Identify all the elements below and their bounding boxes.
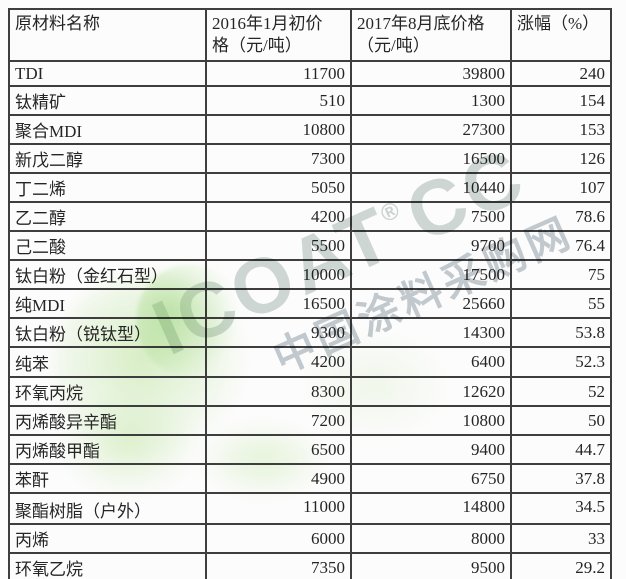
price-2017-cell: 8000 [350, 523, 512, 554]
material-name-cell: TDI [8, 60, 207, 87]
increase-pct-cell: 33 [510, 523, 612, 554]
price-2017-cell: 9400 [350, 434, 512, 465]
price-2016-cell: 4900 [205, 463, 352, 494]
material-name-cell: 苯酐 [8, 463, 207, 494]
table-row: 丙烯酸异辛酯 7200 10800 50 [8, 405, 612, 436]
price-2016-cell: 510 [205, 85, 352, 116]
material-name-cell: 钛白粉（锐钛型） [8, 317, 207, 348]
material-name-cell: 己二酸 [8, 230, 207, 261]
material-name-cell: 纯苯 [8, 346, 207, 378]
price-2017-cell: 9500 [350, 552, 512, 579]
table-row: 纯MDI 16500 25660 55 [8, 288, 612, 319]
increase-pct-cell: 37.8 [510, 463, 612, 494]
increase-pct-cell: 29.2 [510, 552, 612, 579]
increase-pct-cell: 75 [510, 259, 612, 290]
increase-pct-cell: 153 [510, 114, 612, 145]
material-name-cell: 钛精矿 [8, 85, 207, 116]
table-row: 钛白粉（金红石型） 10000 17500 75 [8, 259, 612, 290]
table-row: 聚酯树脂（户外） 11000 14800 34.5 [8, 492, 612, 525]
price-2016-cell: 6500 [205, 434, 352, 465]
material-name-cell: 钛白粉（金红石型） [8, 259, 207, 290]
table-row: TDI 11700 39800 240 [8, 60, 612, 87]
increase-pct-cell: 154 [510, 85, 612, 116]
table-row: 钛白粉（锐钛型） 9300 14300 53.8 [8, 317, 612, 348]
increase-pct-cell: 52 [510, 376, 612, 407]
price-2017-cell: 7500 [350, 201, 512, 232]
increase-pct-cell: 107 [510, 172, 612, 203]
price-2016-cell: 11700 [205, 60, 352, 87]
material-name-cell: 聚合MDI [8, 114, 207, 145]
price-2016-cell: 5050 [205, 172, 352, 203]
increase-pct-cell: 55 [510, 288, 612, 319]
price-2016-cell: 8300 [205, 376, 352, 407]
material-name-cell: 乙二醇 [8, 201, 207, 232]
table-row: 乙二醇 4200 7500 78.6 [8, 201, 612, 232]
price-2017-cell: 10800 [350, 405, 512, 436]
price-2017-cell: 6750 [350, 463, 512, 494]
price-2016-cell: 5500 [205, 230, 352, 261]
price-2016-cell: 9300 [205, 317, 352, 348]
price-2016-cell: 4200 [205, 346, 352, 378]
price-2016-cell: 6000 [205, 523, 352, 554]
raw-material-price-table: 原材料名称 2016年1月初价 格（元/吨） 2017年8月底价格 （元/吨） … [8, 8, 612, 579]
table-row: 新戊二醇 7300 16500 126 [8, 143, 612, 174]
price-2017-cell: 10440 [350, 172, 512, 203]
table-row: 己二酸 5500 9700 76.4 [8, 230, 612, 261]
material-name-cell: 丙烯酸异辛酯 [8, 405, 207, 436]
increase-pct-cell: 240 [510, 60, 612, 87]
table-row: 丁二烯 5050 10440 107 [8, 172, 612, 203]
price-2017-cell: 1300 [350, 85, 512, 116]
table-row: 钛精矿 510 1300 154 [8, 85, 612, 116]
price-2017-cell: 14300 [350, 317, 512, 348]
price-2017-cell: 39800 [350, 60, 512, 87]
price-2017-cell: 16500 [350, 143, 512, 174]
price-2017-cell: 25660 [350, 288, 512, 319]
material-name-cell: 环氧乙烷 [8, 552, 207, 579]
price-2017-cell: 17500 [350, 259, 512, 290]
col-header-increase-pct: 涨幅（%） [510, 8, 612, 62]
price-2017-cell: 6400 [350, 346, 512, 378]
table-row: 环氧丙烷 8300 12620 52 [8, 376, 612, 407]
table-header-row: 原材料名称 2016年1月初价 格（元/吨） 2017年8月底价格 （元/吨） … [8, 8, 612, 62]
increase-pct-cell: 44.7 [510, 434, 612, 465]
table-row: 丙烯酸甲酯 6500 9400 44.7 [8, 434, 612, 465]
table-row: 纯苯 4200 6400 52.3 [8, 346, 612, 378]
table-row: 丙烯 6000 8000 33 [8, 523, 612, 554]
table-row: 聚合MDI 10800 27300 153 [8, 114, 612, 145]
price-2016-cell: 7200 [205, 405, 352, 436]
price-2017-cell: 9700 [350, 230, 512, 261]
increase-pct-cell: 52.3 [510, 346, 612, 378]
price-2016-cell: 11000 [205, 492, 352, 525]
increase-pct-cell: 76.4 [510, 230, 612, 261]
price-2016-cell: 7350 [205, 552, 352, 579]
increase-pct-cell: 53.8 [510, 317, 612, 348]
increase-pct-cell: 126 [510, 143, 612, 174]
increase-pct-cell: 50 [510, 405, 612, 436]
price-2016-cell: 16500 [205, 288, 352, 319]
table-row: 环氧乙烷 7350 9500 29.2 [8, 552, 612, 579]
col-header-price-2016: 2016年1月初价 格（元/吨） [205, 8, 352, 62]
price-2017-cell: 27300 [350, 114, 512, 145]
increase-pct-cell: 78.6 [510, 201, 612, 232]
price-2017-cell: 12620 [350, 376, 512, 407]
price-2016-cell: 4200 [205, 201, 352, 232]
material-name-cell: 环氧丙烷 [8, 376, 207, 407]
material-name-cell: 聚酯树脂（户外） [8, 492, 207, 525]
price-2016-cell: 10800 [205, 114, 352, 145]
material-name-cell: 新戊二醇 [8, 143, 207, 174]
material-name-cell: 丙烯 [8, 523, 207, 554]
col-header-price-2017: 2017年8月底价格 （元/吨） [350, 8, 512, 62]
price-2016-cell: 7300 [205, 143, 352, 174]
table-row: 苯酐 4900 6750 37.8 [8, 463, 612, 494]
material-name-cell: 丁二烯 [8, 172, 207, 203]
increase-pct-cell: 34.5 [510, 492, 612, 525]
price-2017-cell: 14800 [350, 492, 512, 525]
col-header-material-name: 原材料名称 [8, 8, 207, 62]
price-2016-cell: 10000 [205, 259, 352, 290]
material-name-cell: 丙烯酸甲酯 [8, 434, 207, 465]
material-name-cell: 纯MDI [8, 288, 207, 319]
